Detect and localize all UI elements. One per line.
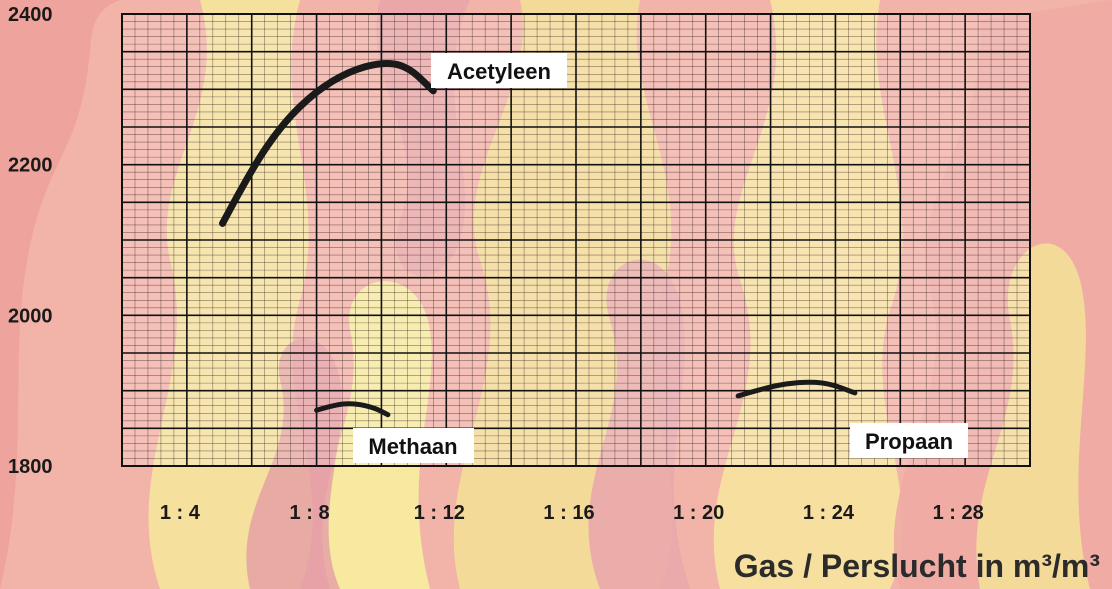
label-acetyleen: Acetyleen bbox=[431, 53, 567, 88]
x-tick-label: 1 : 4 bbox=[160, 502, 201, 524]
y-tick-label: 2000 bbox=[8, 305, 53, 327]
major-gridlines bbox=[121, 13, 1031, 467]
x-tick-label: 1 : 16 bbox=[543, 502, 594, 524]
label-methaan-text: Methaan bbox=[368, 434, 457, 459]
x-tick-label: 1 : 8 bbox=[290, 502, 330, 524]
series-line-propaan bbox=[735, 379, 858, 399]
label-propaan-text: Propaan bbox=[865, 429, 953, 454]
x-axis-title: Gas / Perslucht in m³/m³ bbox=[734, 548, 1100, 584]
data-curves bbox=[219, 60, 858, 418]
x-tick-label: 1 : 24 bbox=[803, 502, 855, 524]
y-tick-label: 2200 bbox=[8, 155, 53, 177]
x-tick-label: 1 : 20 bbox=[673, 502, 724, 524]
plot-border bbox=[121, 13, 1031, 467]
x-axis-ticks: 1 : 4 1 : 8 1 : 12 1 : 16 1 : 20 1 : 24 1 : 28 bbox=[160, 502, 984, 524]
y-tick-label: 1800 bbox=[8, 456, 53, 478]
x-tick-label: 1 : 12 bbox=[414, 502, 465, 524]
x-tick-label: 1 : 28 bbox=[933, 502, 984, 524]
label-propaan: Propaan bbox=[850, 423, 968, 458]
label-acetyleen-text: Acetyleen bbox=[447, 59, 551, 84]
y-tick-label: 2400 bbox=[8, 4, 53, 26]
label-methaan: Methaan bbox=[353, 428, 474, 463]
y-axis-ticks: 1800 2000 2200 2400 bbox=[8, 4, 53, 478]
series-line-methaan bbox=[314, 401, 391, 418]
series-line-acetyleen bbox=[219, 60, 437, 227]
